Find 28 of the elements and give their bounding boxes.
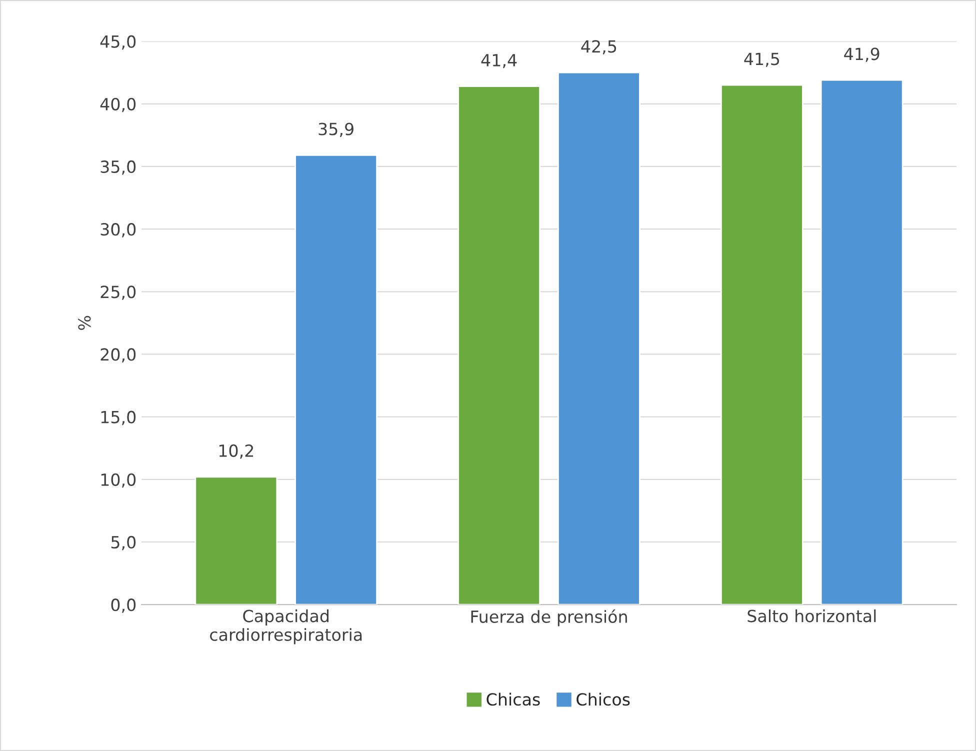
bar [820, 79, 904, 605]
x-tick-label: Fuerza de prensión [471, 609, 627, 626]
x-tick-label: Capacidad cardiorrespiratoria [210, 609, 362, 644]
y-tick-label: 20,0 [100, 348, 136, 362]
bar [294, 154, 378, 605]
y-tick-label: 30,0 [100, 223, 136, 238]
y-tick-label: 5,0 [111, 536, 136, 550]
data-label: 10,2 [219, 444, 254, 459]
bar [720, 84, 804, 605]
data-label: 41,4 [481, 54, 517, 68]
x-tick-label: Salto horizontal [748, 609, 876, 622]
data-label: 35,9 [318, 122, 354, 138]
data-label: 41,9 [844, 48, 880, 62]
y-tick-label: 25,0 [100, 286, 136, 300]
legend-label: Chicas [486, 692, 540, 706]
bar [194, 476, 278, 605]
bar [558, 72, 640, 605]
y-tick-label: 35,0 [100, 160, 136, 175]
y-tick-label: 45,0 [100, 35, 136, 50]
y-axis-title: % [78, 316, 91, 330]
y-tick-label: 40,0 [100, 98, 136, 112]
legend-label: Chicos [576, 692, 630, 706]
y-tick-label: 0,0 [111, 598, 136, 613]
data-label: 41,5 [744, 52, 780, 67]
y-tick-label: 10,0 [101, 473, 136, 488]
bar [458, 86, 540, 605]
y-tick-label: 15,0 [101, 410, 136, 426]
data-label: 42,5 [581, 40, 616, 54]
